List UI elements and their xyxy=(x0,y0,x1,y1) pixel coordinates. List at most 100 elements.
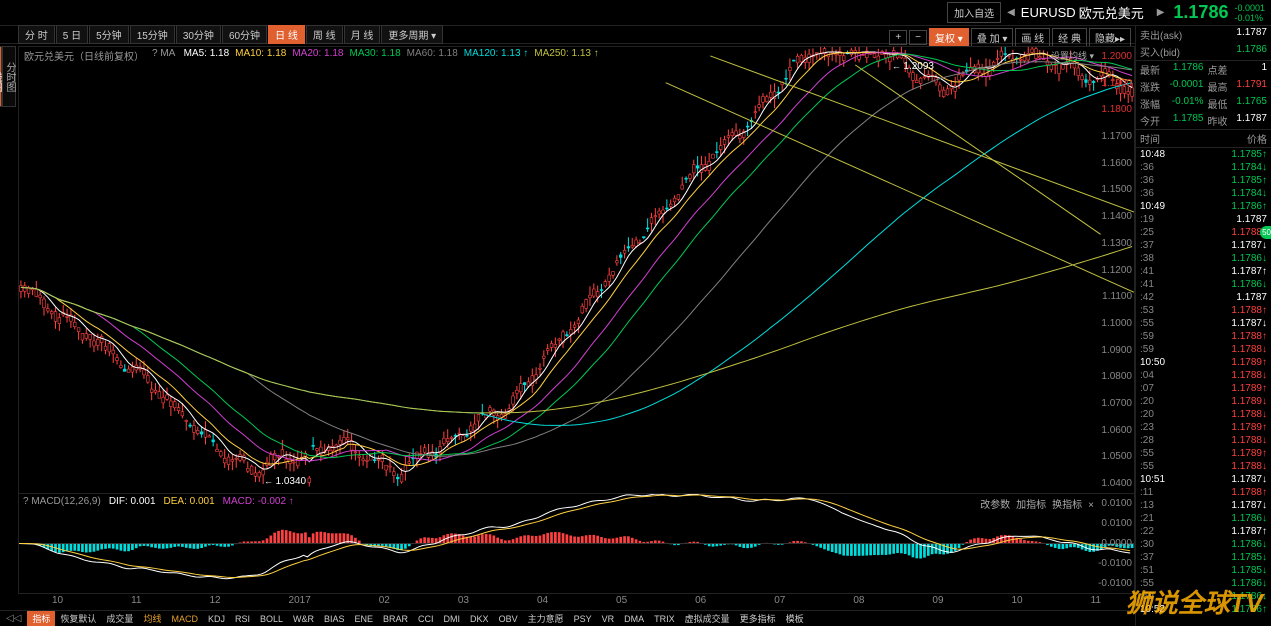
left-tab-0[interactable]: 分时图 xyxy=(2,46,16,107)
indicator-tab-DMA[interactable]: DMA xyxy=(619,613,649,625)
timeframe-tab-7[interactable]: 周 线 xyxy=(306,25,343,44)
macd-ctrl-3[interactable]: × xyxy=(1088,500,1094,511)
tick-price-header: 价格 xyxy=(1247,131,1267,146)
left-tab-1[interactable]: K线图 xyxy=(0,46,2,107)
indicator-tab-模板[interactable]: 模板 xyxy=(781,611,809,626)
tick-row: :131.1787↓ xyxy=(1136,499,1271,512)
tick-time-header: 时间 xyxy=(1140,131,1160,146)
indicator-tab-VR[interactable]: VR xyxy=(597,613,620,625)
high-annotation: ← 1.2093 xyxy=(892,61,934,72)
toolbar-btn-0[interactable]: + xyxy=(889,30,907,45)
tick-row: :531.1788↑ xyxy=(1136,304,1271,317)
tick-row: :301.1786↓ xyxy=(1136,538,1271,551)
tick-row: :201.1788↓ xyxy=(1136,408,1271,421)
timeframe-tab-6[interactable]: 日 线 xyxy=(268,25,305,44)
toolbar-btn-2[interactable]: 复权 ▾ xyxy=(929,28,969,47)
indicator-tab-虚拟成交量[interactable]: 虚拟成交量 xyxy=(680,611,735,626)
toolbar-btn-3[interactable]: 叠 加 ▾ xyxy=(971,28,1014,47)
macd-readout: ? MACD(12,26,9) DIF: 0.001 DEA: 0.001 MA… xyxy=(23,496,294,507)
tick-row: :551.1787↓ xyxy=(1136,317,1271,330)
indicator-tab-TRIX[interactable]: TRIX xyxy=(649,613,680,625)
time-axis: 101112201702030405060708091011 xyxy=(18,594,1135,608)
tick-row: :071.1789↑ xyxy=(1136,382,1271,395)
toolbar-btn-6[interactable]: 隐藏▸▸ xyxy=(1089,28,1131,47)
tick-row: :211.1786↓ xyxy=(1136,512,1271,525)
indicator-tab-成交量[interactable]: 成交量 xyxy=(101,611,138,626)
scroll-left-icon[interactable]: ◁◁ xyxy=(0,613,27,624)
timeframe-tab-4[interactable]: 30分钟 xyxy=(176,25,221,44)
main-candlestick-chart[interactable]: 1.20001.19001.18001.17001.16001.15001.14… xyxy=(18,46,1135,494)
tick-row: :591.1788↓ xyxy=(1136,343,1271,356)
tick-row: :421.1787 xyxy=(1136,291,1271,304)
indicator-tab-BRAR[interactable]: BRAR xyxy=(378,613,413,625)
quote-sidebar: 卖出(ask)1.1787 买入(bid)1.1786 最新1.1786点差1涨… xyxy=(1135,26,1271,626)
indicator-tab-BOLL[interactable]: BOLL xyxy=(255,613,288,625)
timeframe-tab-0[interactable]: 分 时 xyxy=(18,25,55,44)
timeframe-tab-5[interactable]: 60分钟 xyxy=(222,25,267,44)
tick-row: :591.1788↑ xyxy=(1136,330,1271,343)
toolbar-btn-4[interactable]: 画 线 xyxy=(1015,28,1050,47)
prev-symbol-arrow[interactable]: ◀ xyxy=(1004,7,1018,18)
tick-row: 10:501.1789↑ xyxy=(1136,356,1271,369)
tick-row: :381.1786↓ xyxy=(1136,252,1271,265)
tick-row: :411.1786↓ xyxy=(1136,278,1271,291)
timeframe-tab-9[interactable]: 更多周期 ▾ xyxy=(381,25,443,44)
indicator-tab-ENE[interactable]: ENE xyxy=(350,613,379,625)
tick-row: :361.1785↑ xyxy=(1136,174,1271,187)
tick-row: :221.1787↑ xyxy=(1136,525,1271,538)
indicator-tab-DKX[interactable]: DKX xyxy=(465,613,494,625)
indicator-tab-DMI[interactable]: DMI xyxy=(439,613,466,625)
indicator-controls: 改参数加指标换指标 × xyxy=(974,496,1094,511)
ask-price: 1.1787 xyxy=(1236,27,1267,42)
next-symbol-arrow[interactable]: ▶ xyxy=(1154,7,1168,18)
toolbar-btn-5[interactable]: 经 典 xyxy=(1052,28,1087,47)
indicator-tab-指标[interactable]: 指标 xyxy=(27,611,55,626)
low-annotation: ← 1.0340 xyxy=(264,476,306,487)
tick-list[interactable]: 10:481.1785↑:361.1784↓:361.1785↑:361.178… xyxy=(1136,148,1271,616)
macd-ctrl-2[interactable]: 换指标 xyxy=(1052,500,1082,511)
tick-row: :511.1785↓ xyxy=(1136,564,1271,577)
chart-toolbar: +−复权 ▾叠 加 ▾画 线经 典隐藏▸▸ xyxy=(887,28,1131,47)
watermark-text: 狮说全球TV xyxy=(1126,583,1263,620)
macd-ctrl-1[interactable]: 加指标 xyxy=(1016,500,1046,511)
tick-row: :191.1787 xyxy=(1136,213,1271,226)
toolbar-btn-1[interactable]: − xyxy=(909,30,927,45)
ma-settings-button[interactable]: 设置均线 ▾ xyxy=(1051,49,1094,62)
macd-ctrl-0[interactable]: 改参数 xyxy=(980,500,1010,511)
timeframe-tab-8[interactable]: 月 线 xyxy=(344,25,381,44)
indicator-tab-PSY[interactable]: PSY xyxy=(569,613,597,625)
indicator-tab-OBV[interactable]: OBV xyxy=(494,613,523,625)
tick-row: :411.1787↑ xyxy=(1136,265,1271,278)
tick-row: :361.1784↓ xyxy=(1136,187,1271,200)
last-price: 1.1786 xyxy=(1173,2,1228,23)
tick-row: :281.1788↓ xyxy=(1136,434,1271,447)
tick-row: :551.1789↑ xyxy=(1136,447,1271,460)
tick-row: :201.1789↓ xyxy=(1136,395,1271,408)
add-to-watchlist-button[interactable]: 加入自选 xyxy=(947,2,1001,23)
indicator-tab-MACD[interactable]: MACD xyxy=(166,613,203,625)
indicator-tab-更多指标[interactable]: 更多指标 xyxy=(735,611,781,626)
ask-label: 卖出(ask) xyxy=(1140,27,1182,42)
indicator-tab-均线[interactable]: 均线 xyxy=(138,611,166,626)
indicator-tab-CCI[interactable]: CCI xyxy=(413,613,439,625)
tick-row: :251.1788↑ xyxy=(1136,226,1271,239)
symbol-name: 欧元兑美元 xyxy=(1079,3,1144,22)
tick-row: 10:481.1785↑ xyxy=(1136,148,1271,161)
tick-row: :231.1789↑ xyxy=(1136,421,1271,434)
tick-row: :361.1784↓ xyxy=(1136,161,1271,174)
indicator-tab-RSI[interactable]: RSI xyxy=(230,613,255,625)
header-bar: 加入自选 ◀ EURUSD 欧元兑美元 ▶ 1.1786 -0.0001 -0.… xyxy=(0,0,1271,26)
tick-row: 10:491.1786↑ xyxy=(1136,200,1271,213)
timeframe-tab-2[interactable]: 5分钟 xyxy=(89,25,129,44)
indicator-tab-主力意愿[interactable]: 主力意愿 xyxy=(523,611,569,626)
bid-label: 买入(bid) xyxy=(1140,44,1180,59)
indicator-tab-BIAS[interactable]: BIAS xyxy=(319,613,350,625)
macd-indicator-panel[interactable]: ? MACD(12,26,9) DIF: 0.001 DEA: 0.001 MA… xyxy=(18,494,1135,594)
indicator-tab-恢复默认[interactable]: 恢复默认 xyxy=(55,611,101,626)
indicator-tab-KDJ[interactable]: KDJ xyxy=(203,613,230,625)
sidebar-badge[interactable]: 50 xyxy=(1260,226,1271,239)
indicator-tab-W&R[interactable]: W&R xyxy=(288,613,319,625)
tick-row: 10:511.1787↓ xyxy=(1136,473,1271,486)
timeframe-tab-3[interactable]: 15分钟 xyxy=(130,25,175,44)
timeframe-tab-1[interactable]: 5 日 xyxy=(56,25,88,44)
